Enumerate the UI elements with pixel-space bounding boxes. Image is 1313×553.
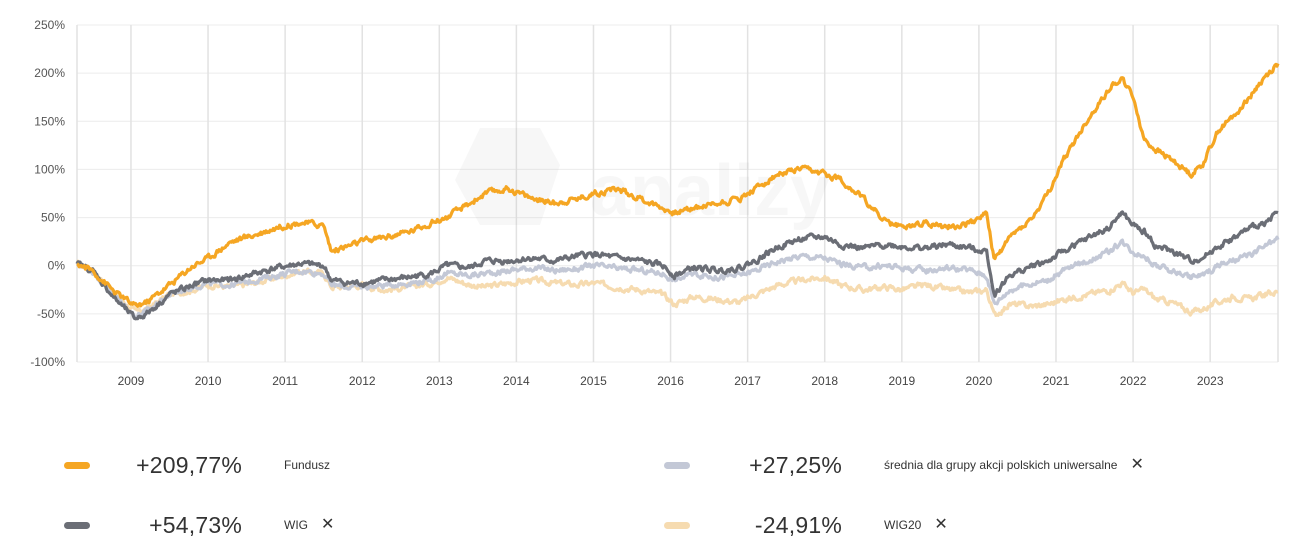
legend-swatch-fundusz bbox=[64, 461, 90, 469]
legend-item-wig: +54,73% WIG ✕ bbox=[64, 510, 334, 540]
series bbox=[75, 62, 1280, 321]
legend-value-wig20: -24,91% bbox=[754, 511, 842, 538]
series-line-wig bbox=[75, 210, 1279, 321]
x-tick-label: 2016 bbox=[657, 374, 684, 388]
x-tick-label: 2012 bbox=[349, 374, 376, 388]
legend-label-wig20: WIG20 bbox=[884, 518, 922, 532]
legend-value-wig: +54,73% bbox=[149, 511, 242, 538]
y-tick-label: 150% bbox=[34, 114, 65, 128]
x-tick-label: 2020 bbox=[966, 374, 993, 388]
legend-item-fundusz: +209,77% Fundusz bbox=[64, 450, 330, 480]
x-axis: 2009 2010 2011 2012 2013 2014 2015 2016 2017 2018… bbox=[118, 374, 1224, 388]
remove-wig-close-icon[interactable]: ✕ bbox=[321, 516, 335, 533]
remove-srednia-close-icon[interactable]: ✕ bbox=[1130, 456, 1144, 473]
x-tick-label: 2019 bbox=[888, 374, 915, 388]
x-tick-label: 2021 bbox=[1043, 374, 1070, 388]
legend-swatch-wig20 bbox=[664, 521, 690, 529]
x-tick-label: 2022 bbox=[1120, 374, 1147, 388]
y-tick-label: 0% bbox=[48, 259, 66, 273]
legend: +209,77% Fundusz +27,25% średnia dla gru… bbox=[0, 430, 1313, 550]
x-tick-label: 2011 bbox=[272, 374, 298, 388]
x-tick-label: 2014 bbox=[503, 374, 530, 388]
line-chart: analizy -100% -50% 0% 50% 100% 150% 200% 250% 2… bbox=[30, 18, 1280, 388]
x-tick-label: 2013 bbox=[426, 374, 453, 388]
svg-text:analizy: analizy bbox=[590, 151, 830, 231]
series-line-fundusz bbox=[76, 62, 1280, 308]
x-tick-label: 2018 bbox=[811, 374, 838, 388]
remove-wig20-close-icon[interactable]: ✕ bbox=[934, 516, 948, 533]
x-tick-label: 2017 bbox=[734, 374, 761, 388]
y-tick-label: -100% bbox=[30, 355, 65, 369]
legend-swatch-wig bbox=[64, 521, 90, 529]
x-tick-label: 2010 bbox=[195, 374, 222, 388]
y-tick-label: -50% bbox=[37, 307, 65, 321]
x-tick-label: 2009 bbox=[118, 374, 145, 388]
series-line--rednia-dla-grupy-akcji-polskich-uniwersalne bbox=[76, 235, 1280, 321]
legend-value-srednia: +27,25% bbox=[749, 451, 842, 478]
x-tick-label: 2023 bbox=[1197, 374, 1224, 388]
legend-label-fundusz: Fundusz bbox=[284, 458, 331, 472]
y-tick-label: 100% bbox=[34, 162, 65, 176]
y-tick-label: 200% bbox=[34, 66, 65, 80]
legend-value-fundusz: +209,77% bbox=[136, 451, 242, 478]
legend-item-wig20: -24,91% WIG20 ✕ bbox=[664, 510, 948, 540]
series-line-wig20 bbox=[75, 259, 1279, 317]
legend-label-wig: WIG bbox=[284, 518, 308, 532]
y-axis: -100% -50% 0% 50% 100% 150% 200% 250% bbox=[30, 18, 65, 369]
legend-swatch-srednia bbox=[664, 461, 690, 469]
y-tick-label: 250% bbox=[34, 18, 65, 32]
legend-label-srednia: średnia dla grupy akcji polskich uniwers… bbox=[884, 458, 1118, 472]
x-tick-label: 2015 bbox=[580, 374, 607, 388]
legend-item-srednia: +27,25% średnia dla grupy akcji polskich… bbox=[664, 450, 1144, 480]
y-tick-label: 50% bbox=[41, 211, 65, 225]
